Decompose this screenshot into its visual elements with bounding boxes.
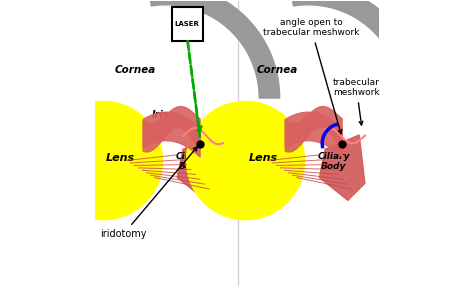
Circle shape bbox=[186, 101, 305, 220]
Polygon shape bbox=[285, 112, 342, 157]
Polygon shape bbox=[177, 135, 223, 200]
Polygon shape bbox=[148, 0, 280, 98]
Polygon shape bbox=[290, 0, 422, 98]
Polygon shape bbox=[319, 135, 365, 200]
Text: Ciliary
Body: Ciliary Body bbox=[175, 152, 208, 171]
Polygon shape bbox=[285, 106, 342, 152]
Text: LASER: LASER bbox=[175, 21, 200, 27]
Polygon shape bbox=[143, 112, 200, 157]
Text: angle open to
trabecular meshwork: angle open to trabecular meshwork bbox=[263, 18, 359, 134]
Text: Cornea: Cornea bbox=[257, 65, 298, 75]
Text: trabecular
meshwork: trabecular meshwork bbox=[333, 78, 380, 125]
Text: Cornea: Cornea bbox=[115, 65, 156, 75]
Circle shape bbox=[44, 101, 163, 220]
Text: iridotomy: iridotomy bbox=[100, 147, 197, 239]
Text: Iris: Iris bbox=[152, 110, 169, 120]
Text: Ciliary
Body: Ciliary Body bbox=[318, 152, 350, 171]
Text: Lens: Lens bbox=[248, 153, 277, 162]
Text: Lens: Lens bbox=[106, 153, 136, 162]
Polygon shape bbox=[143, 106, 200, 152]
FancyBboxPatch shape bbox=[172, 7, 203, 41]
